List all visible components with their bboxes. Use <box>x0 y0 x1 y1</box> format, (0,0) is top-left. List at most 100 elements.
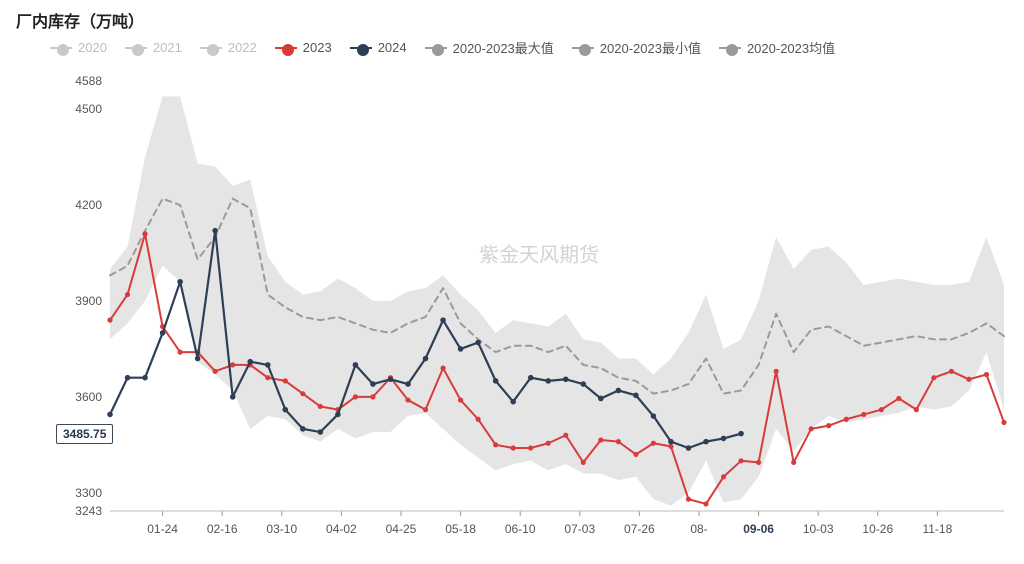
series-2023-marker <box>633 452 638 457</box>
series-2024-marker <box>195 356 201 362</box>
series-2023-marker <box>581 460 586 465</box>
series-2023-marker <box>476 417 481 422</box>
series-2024-marker <box>668 439 674 445</box>
chart-area: 紫金天风期货458845004200390036003300324301-240… <box>10 61 1014 551</box>
legend-swatch <box>350 47 372 49</box>
series-2023-marker <box>931 375 936 380</box>
series-2024-marker <box>510 399 516 405</box>
x-tick-label: 02-16 <box>207 522 238 536</box>
series-2024-marker <box>300 426 306 432</box>
legend-label: 2021 <box>153 40 182 55</box>
series-2023-marker <box>318 404 323 409</box>
series-2024-marker <box>282 407 288 413</box>
x-tick-label: 07-03 <box>564 522 595 536</box>
series-2024-marker <box>177 279 183 285</box>
series-2024-marker <box>212 228 218 234</box>
series-2024-marker <box>458 346 464 352</box>
series-2023-marker <box>125 292 130 297</box>
series-2023-marker <box>405 397 410 402</box>
series-2024-marker <box>703 439 709 445</box>
series-2023-marker <box>949 369 954 374</box>
legend-item[interactable]: 2020-2023最小值 <box>572 38 701 57</box>
series-2024-marker <box>440 317 446 323</box>
series-2024-marker <box>247 359 253 365</box>
series-2023-marker <box>651 441 656 446</box>
series-2024-marker <box>318 429 324 435</box>
series-2024-marker <box>580 381 586 387</box>
x-tick-label: 04-25 <box>386 522 417 536</box>
series-2024-marker <box>265 362 271 368</box>
series-2024-marker <box>616 388 622 394</box>
watermark: 紫金天风期货 <box>479 244 599 267</box>
series-2024-marker <box>651 413 657 419</box>
x-tick-label: 07-26 <box>624 522 655 536</box>
x-tick-label: 01-24 <box>147 522 178 536</box>
series-2024-marker <box>528 375 534 381</box>
series-2023-marker <box>142 231 147 236</box>
series-2024-marker <box>633 392 639 398</box>
series-2024-marker <box>160 330 166 336</box>
series-2024-marker <box>405 381 411 387</box>
series-2024-marker <box>125 375 131 381</box>
y-tick-label: 3900 <box>75 294 102 308</box>
series-2023-marker <box>493 442 498 447</box>
series-2023-marker <box>511 445 516 450</box>
series-2023-marker <box>1001 420 1006 425</box>
series-2024-marker <box>721 436 727 442</box>
legend-item[interactable]: 2021 <box>125 40 182 55</box>
series-2023-marker <box>738 458 743 463</box>
legend-label: 2020-2023均值 <box>747 38 835 57</box>
series-2023-marker <box>879 407 884 412</box>
series-2023-marker <box>265 375 270 380</box>
series-2023-marker <box>984 372 989 377</box>
y-tick-label: 4200 <box>75 198 102 212</box>
legend-label: 2023 <box>303 40 332 55</box>
x-tick-label: 03-10 <box>266 522 297 536</box>
x-tick-label: 06-10 <box>505 522 536 536</box>
legend-item[interactable]: 2020 <box>50 40 107 55</box>
series-2023-marker <box>528 445 533 450</box>
series-2024-marker <box>563 376 569 382</box>
series-2024-marker <box>493 378 499 384</box>
series-2024-marker <box>107 412 113 418</box>
legend-item[interactable]: 2024 <box>350 40 407 55</box>
series-2023-marker <box>230 362 235 367</box>
series-2023-marker <box>598 437 603 442</box>
series-2024-marker <box>142 375 148 381</box>
series-2023-marker <box>616 439 621 444</box>
series-2023-marker <box>914 407 919 412</box>
series-2024-marker <box>370 381 376 387</box>
legend-item[interactable]: 2020-2023最大值 <box>425 38 554 57</box>
series-2023-marker <box>721 474 726 479</box>
legend-swatch <box>425 47 447 49</box>
series-2023-marker <box>668 444 673 449</box>
series-2024-marker <box>545 378 551 384</box>
series-2023-marker <box>844 417 849 422</box>
series-2024-marker <box>686 445 692 451</box>
legend-label: 2020-2023最大值 <box>453 38 554 57</box>
series-2024-marker <box>388 376 394 382</box>
y-tick-label: 3243 <box>75 504 102 518</box>
legend-label: 2020-2023最小值 <box>600 38 701 57</box>
series-2024-marker <box>598 396 604 402</box>
legend-swatch <box>200 47 222 49</box>
x-tick-label: 05-18 <box>445 522 476 536</box>
legend-label: 2020 <box>78 40 107 55</box>
series-2023-marker <box>563 433 568 438</box>
series-2023-marker <box>826 423 831 428</box>
legend-swatch <box>125 47 147 49</box>
x-tick-label: 11-18 <box>922 522 952 536</box>
series-2023-marker <box>703 501 708 506</box>
series-2023-marker <box>896 396 901 401</box>
y-tick-label: 3300 <box>75 486 102 500</box>
legend-item[interactable]: 2022 <box>200 40 257 55</box>
legend-item[interactable]: 2020-2023均值 <box>719 38 835 57</box>
legend-item[interactable]: 2023 <box>275 40 332 55</box>
chart-title: 厂内库存（万吨） <box>16 8 1014 32</box>
series-2024-marker <box>353 362 359 368</box>
series-2023-marker <box>283 378 288 383</box>
x-tick-label: 04-02 <box>326 522 357 536</box>
series-2023-marker <box>774 369 779 374</box>
series-2023-marker <box>213 369 218 374</box>
x-tick-label: 10-26 <box>862 522 893 536</box>
